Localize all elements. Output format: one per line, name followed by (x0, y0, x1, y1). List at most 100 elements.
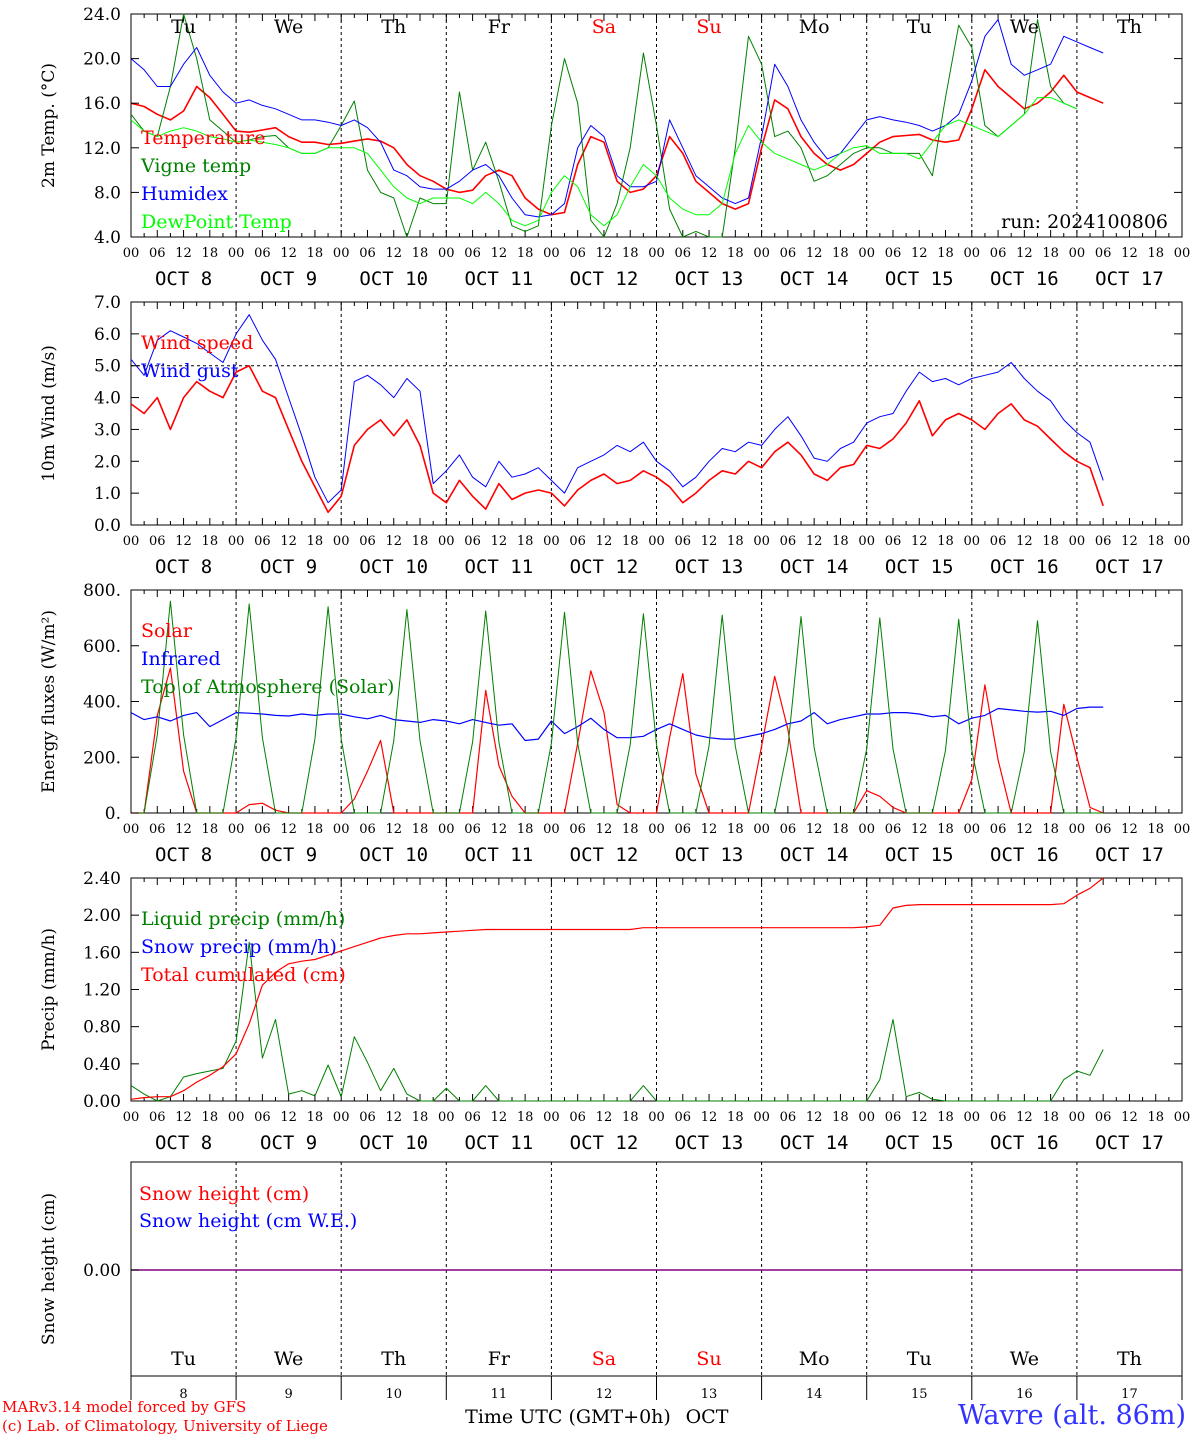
energy-date-label: OCT 17 (1095, 844, 1164, 866)
energy-hour-label: 00 (543, 822, 560, 837)
wind-hour-label: 00 (1174, 534, 1191, 549)
wind-hour-label: 00 (858, 534, 875, 549)
temp-ylabel: 2m Temp. (°C) (39, 63, 59, 188)
wind-hour-label: 12 (280, 534, 297, 549)
wind-hour-label: 00 (964, 534, 981, 549)
precip-hour-label: 18 (307, 1110, 324, 1125)
temp-series-temperature (130, 69, 1104, 216)
wind-hour-label: 12 (175, 534, 192, 549)
wind-hour-label: 12 (1016, 534, 1033, 549)
precip-ytick-label: 0.40 (83, 1055, 121, 1075)
precip-date-label: OCT 16 (990, 1132, 1059, 1154)
temp-hour-label: 00 (753, 246, 770, 261)
wind-frame (130, 301, 1183, 526)
precip-ytick-label: 0.00 (83, 1092, 121, 1112)
temp-hour-label: 18 (412, 246, 429, 261)
snow-weekday-label: Sa (592, 1348, 616, 1370)
wind-hour-label: 06 (990, 534, 1007, 549)
location-title: Wavre (alt. 86m) (958, 1400, 1186, 1431)
temp-date-label: OCT 11 (465, 268, 534, 290)
precip-hour-label: 12 (911, 1110, 928, 1125)
temp-hour-label: 00 (1069, 246, 1086, 261)
precip-hour-label: 06 (149, 1110, 166, 1125)
wind-hour-label: 00 (753, 534, 770, 549)
snow-weekday-label: Tu (171, 1348, 196, 1370)
energy-hour-label: 00 (1174, 822, 1191, 837)
precip-hour-label: 18 (1147, 1110, 1164, 1125)
precip-date-label: OCT 17 (1095, 1132, 1164, 1154)
precip-date-label: OCT 11 (465, 1132, 534, 1154)
precip-hour-label: 06 (885, 1110, 902, 1125)
temp-hour-label: 06 (675, 246, 692, 261)
temp-series-humidex (130, 19, 1104, 218)
temp-hour-label: 06 (254, 246, 271, 261)
precip-hour-label: 18 (622, 1110, 639, 1125)
energy-date-label: OCT 10 (359, 844, 428, 866)
energy-series-top-of-atmosphere-solar (131, 600, 1104, 814)
precip-legend-total-cumulated-cm: Total cumulated (cm) (141, 964, 346, 986)
wind-hour-label: 06 (464, 534, 481, 549)
energy-hour-label: 06 (780, 822, 797, 837)
precip-hour-label: 12 (1016, 1110, 1033, 1125)
temp-hour-label: 18 (727, 246, 744, 261)
energy-hour-label: 06 (359, 822, 376, 837)
energy-hour-label: 12 (280, 822, 297, 837)
temp-weekday-label: Th (381, 16, 406, 38)
snow-day-number: 12 (596, 1387, 613, 1402)
energy-series-infrared (130, 706, 1104, 742)
wind-hour-label: 06 (885, 534, 902, 549)
energy-hour-label: 18 (412, 822, 429, 837)
precip-ytick-label: 2.40 (83, 869, 121, 889)
wind-ytick-label: 7.0 (94, 293, 121, 313)
energy-hour-label: 18 (832, 822, 849, 837)
temp-hour-label: 06 (1095, 246, 1112, 261)
temp-hour-label: 00 (858, 246, 875, 261)
snow-day-number: 16 (1016, 1387, 1033, 1402)
wind-hour-label: 18 (727, 534, 744, 549)
temp-hour-label: 12 (1016, 246, 1033, 261)
wind-ytick-label: 1.0 (94, 484, 121, 504)
temp-hour-label: 18 (1042, 246, 1059, 261)
wind-hour-label: 12 (701, 534, 718, 549)
temp-ytick-label: 12.0 (83, 139, 121, 159)
precip-hour-label: 12 (701, 1110, 718, 1125)
credit-line: (c) Lab. of Climatology, University of L… (2, 1417, 328, 1435)
energy-frame (130, 589, 1183, 814)
energy-hour-label: 18 (202, 822, 219, 837)
precip-hour-label: 06 (464, 1110, 481, 1125)
energy-hour-label: 00 (858, 822, 875, 837)
energy-ytick-label: 600. (83, 637, 121, 657)
snow-day-number: 13 (701, 1387, 718, 1402)
snow-weekday-label: We (274, 1348, 303, 1370)
precip-hour-label: 00 (964, 1110, 981, 1125)
temp-hour-label: 06 (359, 246, 376, 261)
wind-hour-label: 00 (123, 534, 140, 549)
energy-hour-label: 06 (990, 822, 1007, 837)
wind-series-wind-gust (130, 314, 1104, 504)
temp-hour-label: 00 (543, 246, 560, 261)
precip-hour-label: 06 (569, 1110, 586, 1125)
wind-hour-label: 06 (254, 534, 271, 549)
temp-hour-label: 18 (1147, 246, 1164, 261)
energy-hour-label: 06 (675, 822, 692, 837)
temp-hour-label: 06 (990, 246, 1007, 261)
energy-hour-label: 12 (911, 822, 928, 837)
snow-weekday-label: Su (696, 1348, 721, 1370)
energy-hour-label: 06 (569, 822, 586, 837)
energy-date-label: OCT 13 (675, 844, 744, 866)
snow-weekday-label: Fr (488, 1348, 511, 1370)
snow-ylabel: Snow height (cm) (39, 1193, 59, 1345)
temp-date-label: OCT 13 (675, 268, 744, 290)
wind-date-label: OCT 15 (885, 556, 954, 578)
energy-hour-label: 12 (701, 822, 718, 837)
temp-weekday-label: Tu (907, 16, 932, 38)
temp-hour-label: 00 (123, 246, 140, 261)
precip-ytick-label: 2.00 (83, 906, 121, 926)
precip-hour-label: 00 (1174, 1110, 1191, 1125)
precip-hour-label: 00 (123, 1110, 140, 1125)
snow-legend-snow-height-cm: Snow height (cm) (139, 1183, 309, 1205)
energy-hour-label: 06 (885, 822, 902, 837)
temp-date-label: OCT 8 (155, 268, 212, 290)
temp-weekday-label: Sa (592, 16, 616, 38)
